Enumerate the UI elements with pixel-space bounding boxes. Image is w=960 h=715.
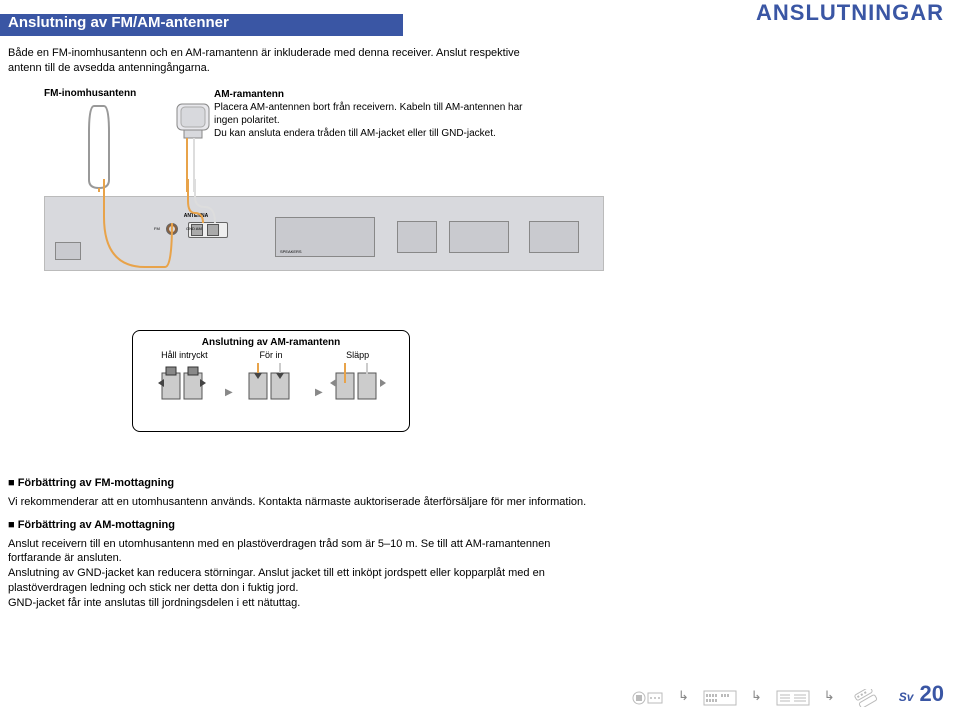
am-connection-steps: Anslutning av AM-ramantenn Håll intryckt: [132, 330, 410, 432]
page-num-value: 20: [920, 681, 944, 706]
am-steps-title: Anslutning av AM-ramantenn: [133, 331, 409, 350]
arrow-icon: ↳: [678, 688, 689, 704]
arrow-icon: ↳: [751, 688, 762, 704]
footer-icon-4: [849, 689, 883, 707]
tips-section: Förbättring av FM-mottagning Vi rekommen…: [8, 476, 588, 615]
page-lang: Sv: [899, 690, 914, 704]
fm-tip-body: Vi rekommenderar att en utomhusantenn an…: [8, 495, 588, 510]
breadcrumb-section: ANSLUTNINGAR: [756, 0, 944, 26]
cable-overlay: [45, 89, 605, 272]
intro-text: Både en FM-inomhusantenn och en AM-raman…: [8, 46, 548, 76]
footer-icon-1: [630, 689, 664, 707]
footer-icons: ↳ ↳ ↳: [630, 689, 883, 707]
footer-icon-2: [703, 689, 737, 707]
am-step-1-label: Håll intryckt: [141, 350, 228, 360]
page-title: Anslutning av FM/AM-antenner: [8, 14, 229, 31]
arrow-icon: ↳: [824, 688, 835, 704]
am-step-1: Håll intryckt: [141, 350, 228, 405]
am-step-3: Släpp: [314, 350, 401, 405]
step-arrow-icon: ▶: [315, 387, 323, 398]
am-step-3-label: Släpp: [314, 350, 401, 360]
am-step-2: För in: [228, 350, 315, 405]
am-tip-title: Förbättring av AM-mottagning: [8, 518, 588, 533]
am-step-2-label: För in: [228, 350, 315, 360]
receiver-back-panel: SPEAKERS ANTENNA FM GND AM: [44, 196, 604, 271]
footer-icon-3: [776, 689, 810, 707]
fm-tip-title: Förbättring av FM-mottagning: [8, 476, 588, 491]
step-arrow-icon: ▶: [225, 387, 233, 398]
antenna-diagram: FM-inomhusantenn AM-ramantenn Placera AM…: [44, 88, 604, 288]
am-tip-body: Anslut receivern till en utomhusantenn m…: [8, 537, 588, 611]
page-footer: ↳ ↳ ↳ Sv 20: [630, 681, 944, 707]
page-number: Sv 20: [899, 681, 944, 707]
